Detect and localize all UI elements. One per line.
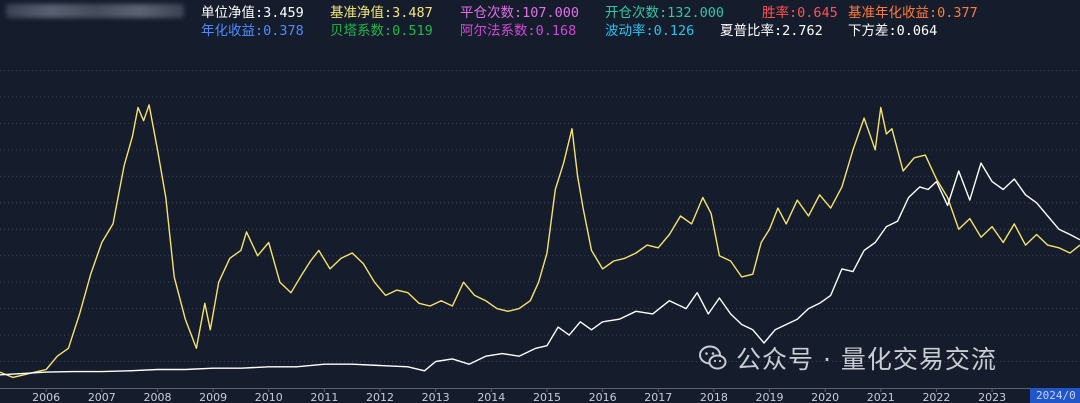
x-tick-label: 2017 <box>644 391 672 403</box>
stat-beta: 贝塔系数:0.519 <box>330 23 433 39</box>
stat-value: 0.064 <box>896 23 938 39</box>
stat-value: 107.000 <box>522 5 580 21</box>
stat-label: 基准净值: <box>330 5 393 21</box>
stat-label: 开仓次数: <box>605 5 668 21</box>
x-tick-label: 2010 <box>255 391 283 403</box>
stat-downside-variance: 下方差:0.064 <box>848 23 937 39</box>
redacted-title <box>6 4 184 18</box>
stat-label: 基准年化收益: <box>848 5 938 21</box>
x-axis-cursor-label: 2024/0 <box>1030 388 1080 403</box>
x-tick-label: 2009 <box>199 391 227 403</box>
stat-label: 年化收益: <box>201 23 264 39</box>
stat-annual-return: 年化收益:0.378 <box>201 23 304 39</box>
stat-sharpe: 夏普比率:2.762 <box>720 23 823 39</box>
x-tick-label: 2011 <box>310 391 338 403</box>
stat-label: 阿尔法系数: <box>460 23 536 39</box>
x-tick-label: 2019 <box>756 391 784 403</box>
wechat-icon <box>699 345 727 370</box>
x-tick-label: 2012 <box>366 391 394 403</box>
stat-win-rate: 胜率:0.645 <box>762 5 838 21</box>
x-tick-label: 2015 <box>533 391 561 403</box>
x-tick-label: 2018 <box>700 391 728 403</box>
stat-label: 波动率: <box>605 23 654 39</box>
stat-unit-nav: 单位净值:3.459 <box>201 5 304 21</box>
stat-value: 3.459 <box>263 5 304 21</box>
x-tick-label: 2022 <box>922 391 950 403</box>
stat-value: 3.487 <box>392 5 433 21</box>
x-tick-label: 2014 <box>477 391 505 403</box>
stat-value: 0.377 <box>937 5 978 21</box>
stat-value: 0.126 <box>653 23 695 39</box>
watermark: 公众号 · 量化交易交流 <box>698 338 997 378</box>
stat-benchmark-annual-return: 基准年化收益:0.377 <box>848 5 978 21</box>
x-tick-label: 2016 <box>589 391 617 403</box>
stat-label: 平仓次数: <box>460 5 523 21</box>
stat-value: 132.000 <box>667 5 725 21</box>
watermark-text: 公众号 · 量化交易交流 <box>736 345 997 374</box>
stat-value: 0.519 <box>392 23 433 39</box>
stat-value: 0.378 <box>263 23 304 39</box>
benchmark-nav-line <box>0 104 1080 379</box>
stat-alpha: 阿尔法系数:0.168 <box>460 23 576 39</box>
stat-label: 胜率: <box>762 5 798 21</box>
x-tick-label: 2021 <box>867 391 895 403</box>
stat-label: 夏普比率: <box>720 23 783 39</box>
x-tick-label: 2023 <box>978 391 1006 403</box>
x-tick-label: 2006 <box>32 391 60 403</box>
stat-value: 2.762 <box>782 23 823 39</box>
stat-value: 0.645 <box>797 5 838 21</box>
x-tick-label: 2013 <box>422 391 450 403</box>
stat-volatility: 波动率:0.126 <box>605 23 694 39</box>
stat-benchmark-nav: 基准净值:3.487 <box>330 5 433 21</box>
stat-open-count: 开仓次数:132.000 <box>605 5 724 21</box>
x-tick-label: 2007 <box>88 391 116 403</box>
stat-close-count: 平仓次数:107.000 <box>460 5 579 21</box>
stats-panel: 单位净值:3.459 基准净值:3.487 平仓次数:107.000 开仓次数:… <box>0 0 1080 44</box>
strategy-nav-line <box>0 162 1080 376</box>
stat-label: 下方差: <box>848 23 897 39</box>
stat-label: 贝塔系数: <box>330 23 393 39</box>
x-tick-label: 2020 <box>811 391 839 403</box>
x-tick-label: 2008 <box>143 391 171 403</box>
stat-label: 单位净值: <box>201 5 264 21</box>
stat-value: 0.168 <box>535 23 577 39</box>
